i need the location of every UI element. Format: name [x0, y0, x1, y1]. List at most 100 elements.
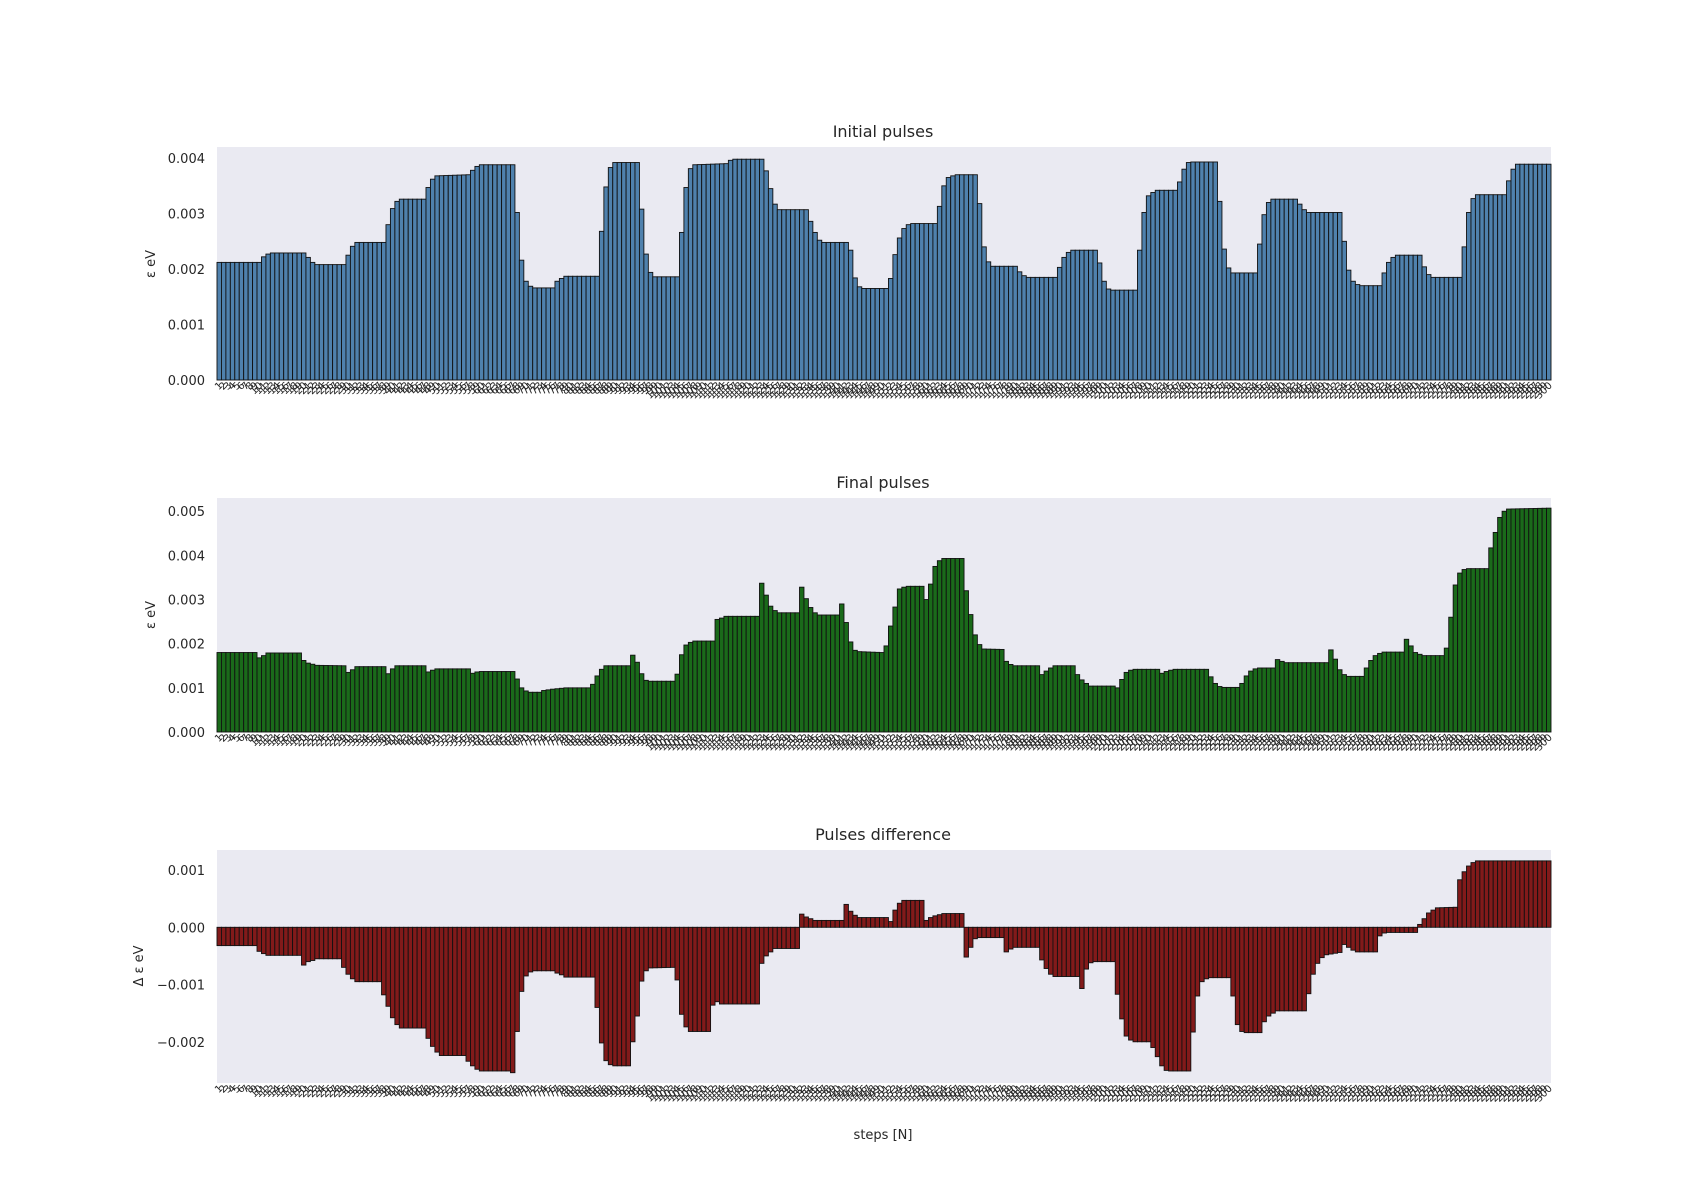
bar — [1203, 926, 1210, 980]
bar — [1048, 276, 1054, 381]
bar — [1514, 163, 1521, 381]
bar — [816, 614, 823, 733]
bar — [1239, 272, 1245, 381]
bar — [1190, 926, 1196, 1033]
subplot-initial-pulses: Initial pulses ε eV 0.000 0.001 0.002 0.003… — [144, 122, 1555, 402]
bar — [719, 617, 725, 733]
bar — [1092, 926, 1098, 963]
bar — [910, 585, 916, 733]
bar — [727, 926, 734, 1005]
y-tick-label: 0.002 — [168, 638, 205, 653]
bar — [1056, 926, 1063, 977]
bar — [1288, 198, 1294, 381]
bar — [1541, 163, 1548, 381]
bar — [367, 241, 374, 381]
bar — [434, 175, 440, 381]
bar — [1123, 289, 1130, 381]
bar — [741, 615, 747, 733]
bar — [941, 558, 947, 733]
bar — [314, 664, 320, 733]
bar — [647, 680, 654, 733]
bar — [674, 276, 680, 381]
bar — [554, 280, 560, 381]
bar — [852, 277, 858, 381]
bar — [1239, 682, 1245, 733]
bar — [785, 209, 792, 381]
bar — [1328, 212, 1334, 381]
bar — [456, 174, 463, 381]
bar — [767, 605, 774, 733]
bar — [265, 926, 271, 956]
bar — [834, 919, 840, 928]
bar — [1457, 276, 1463, 381]
bar — [416, 665, 423, 733]
bar — [1497, 194, 1503, 381]
bar — [612, 162, 618, 381]
bar — [1012, 265, 1018, 381]
bar — [754, 615, 760, 733]
bar — [856, 917, 863, 928]
bar — [1088, 926, 1094, 964]
bar — [505, 926, 511, 1072]
bar — [252, 652, 258, 733]
bar — [1056, 665, 1063, 733]
bar — [830, 241, 836, 381]
bar — [781, 926, 787, 949]
bar — [1430, 909, 1436, 928]
bar — [830, 614, 836, 733]
bar — [785, 926, 792, 949]
bar — [941, 913, 947, 928]
bar — [1070, 665, 1076, 733]
bar — [963, 590, 969, 733]
bar — [874, 651, 881, 733]
bar — [407, 926, 414, 1029]
bar — [1177, 668, 1183, 733]
bar — [861, 288, 867, 381]
bar — [843, 903, 849, 928]
bar — [1377, 652, 1383, 733]
bar — [505, 164, 511, 381]
bar — [429, 178, 436, 381]
bar — [776, 926, 783, 949]
bar — [256, 261, 262, 381]
bar — [327, 665, 334, 733]
bar — [834, 614, 840, 733]
bar — [1523, 860, 1530, 928]
bar — [1381, 926, 1387, 934]
bar — [1514, 860, 1521, 928]
bar — [434, 668, 440, 733]
bar — [1265, 202, 1272, 381]
bar — [954, 174, 961, 381]
bar — [558, 687, 565, 733]
bar — [830, 919, 836, 928]
bar — [1257, 243, 1263, 381]
bar — [541, 287, 547, 381]
bar — [545, 287, 551, 381]
bar — [807, 918, 814, 928]
bar — [1497, 516, 1503, 733]
bar — [225, 926, 231, 947]
bar — [812, 919, 818, 928]
bar — [723, 615, 729, 733]
bar — [1265, 926, 1272, 1017]
bar — [976, 926, 983, 939]
bar — [438, 926, 445, 1056]
bar — [318, 664, 325, 733]
bar — [861, 651, 867, 733]
bar — [630, 162, 636, 381]
bar — [1132, 668, 1138, 733]
bar — [732, 158, 738, 381]
bar — [301, 926, 307, 966]
bar — [1154, 189, 1161, 381]
bar — [1390, 256, 1396, 381]
bar — [1377, 926, 1383, 937]
bar — [1128, 926, 1134, 1041]
bar — [247, 261, 254, 381]
bar — [1523, 508, 1530, 733]
bar — [1470, 862, 1476, 928]
bar — [1483, 860, 1490, 928]
bar — [1412, 254, 1419, 381]
bar — [1203, 668, 1210, 733]
bar — [1474, 568, 1481, 733]
bar — [1141, 668, 1147, 733]
